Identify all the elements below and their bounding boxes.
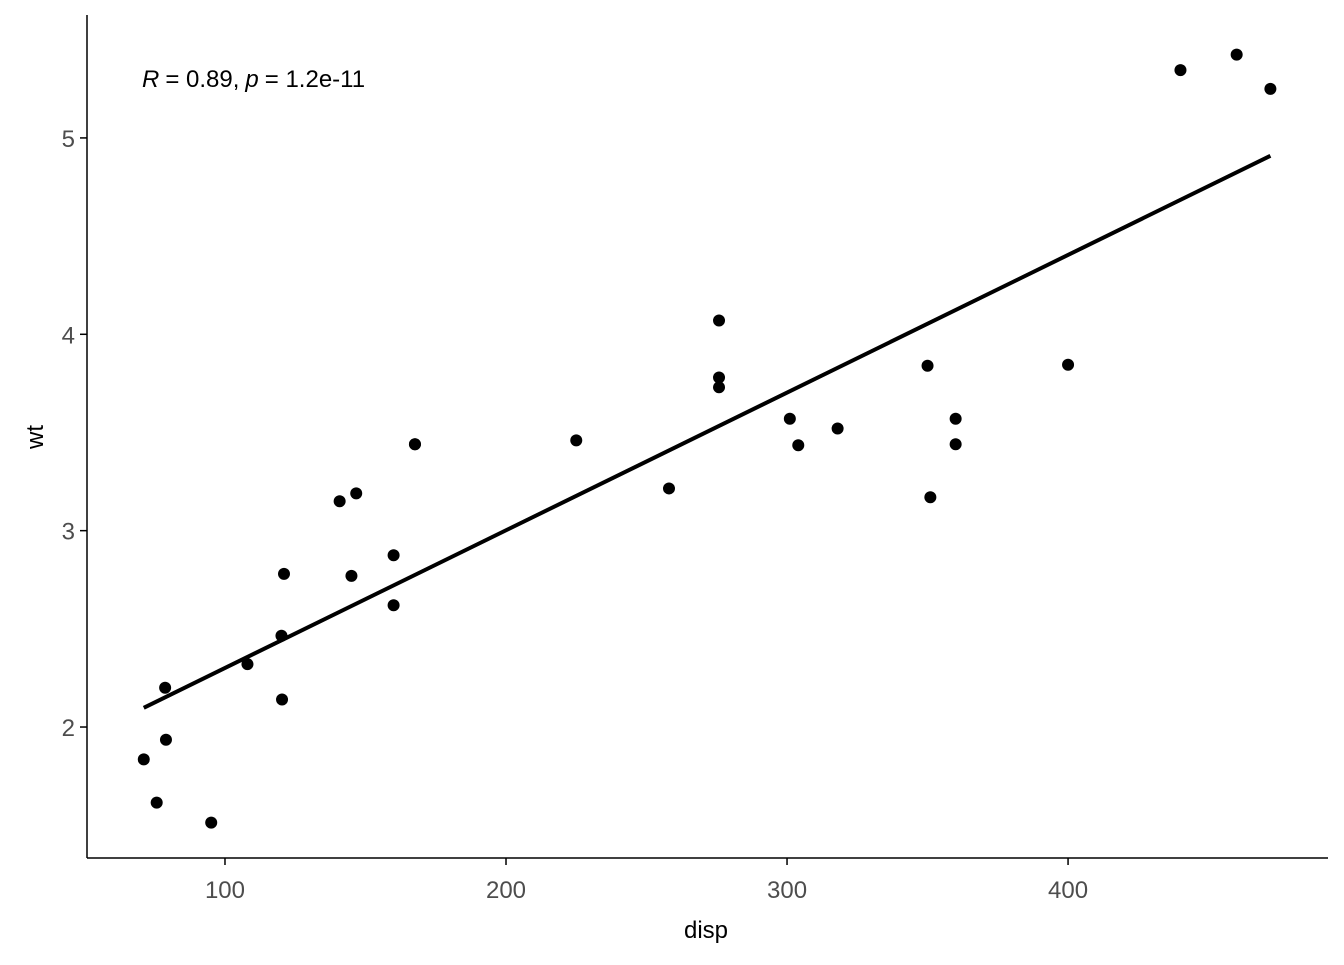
x-axis-title: disp	[684, 917, 728, 944]
point	[277, 567, 290, 580]
y-tick-label: 3	[62, 519, 75, 546]
point	[150, 796, 163, 809]
y-tick-label: 4	[62, 322, 75, 349]
point	[1174, 64, 1187, 77]
point	[387, 549, 400, 562]
point	[713, 314, 726, 327]
x-tick-label: 100	[205, 877, 245, 904]
point	[713, 381, 726, 394]
x-tick-label: 300	[767, 877, 807, 904]
point	[831, 422, 844, 435]
point	[662, 482, 675, 495]
y-axis-title: wt	[22, 425, 49, 450]
point	[350, 487, 363, 500]
regression-line	[142, 153, 1272, 710]
point	[949, 438, 962, 451]
x-tick-label: 200	[486, 877, 526, 904]
point	[408, 438, 421, 451]
point	[792, 439, 805, 452]
point	[924, 491, 937, 504]
point	[159, 733, 172, 746]
point	[570, 434, 583, 447]
point	[241, 658, 254, 671]
point	[713, 371, 726, 384]
point	[333, 495, 346, 508]
point	[159, 681, 172, 694]
point	[921, 359, 934, 372]
point	[1062, 358, 1075, 371]
point	[387, 599, 400, 612]
annotation-p: p	[244, 66, 258, 93]
annotation-p-value: = 1.2e-11	[265, 66, 365, 93]
point	[137, 753, 150, 766]
point	[783, 412, 796, 425]
point	[949, 412, 962, 425]
point	[205, 816, 218, 829]
x-tick-label: 400	[1048, 877, 1088, 904]
point	[1230, 48, 1243, 61]
point	[275, 629, 288, 642]
annotation-r-value: = 0.89,	[165, 66, 239, 93]
point	[276, 693, 289, 706]
y-tick-label: 2	[62, 715, 75, 742]
y-tick-label: 5	[62, 126, 75, 153]
point	[345, 569, 358, 582]
point	[1264, 82, 1277, 95]
annotation-r: R	[142, 66, 159, 93]
annotation: R = 0.89, p = 1.2e-11	[142, 66, 365, 93]
